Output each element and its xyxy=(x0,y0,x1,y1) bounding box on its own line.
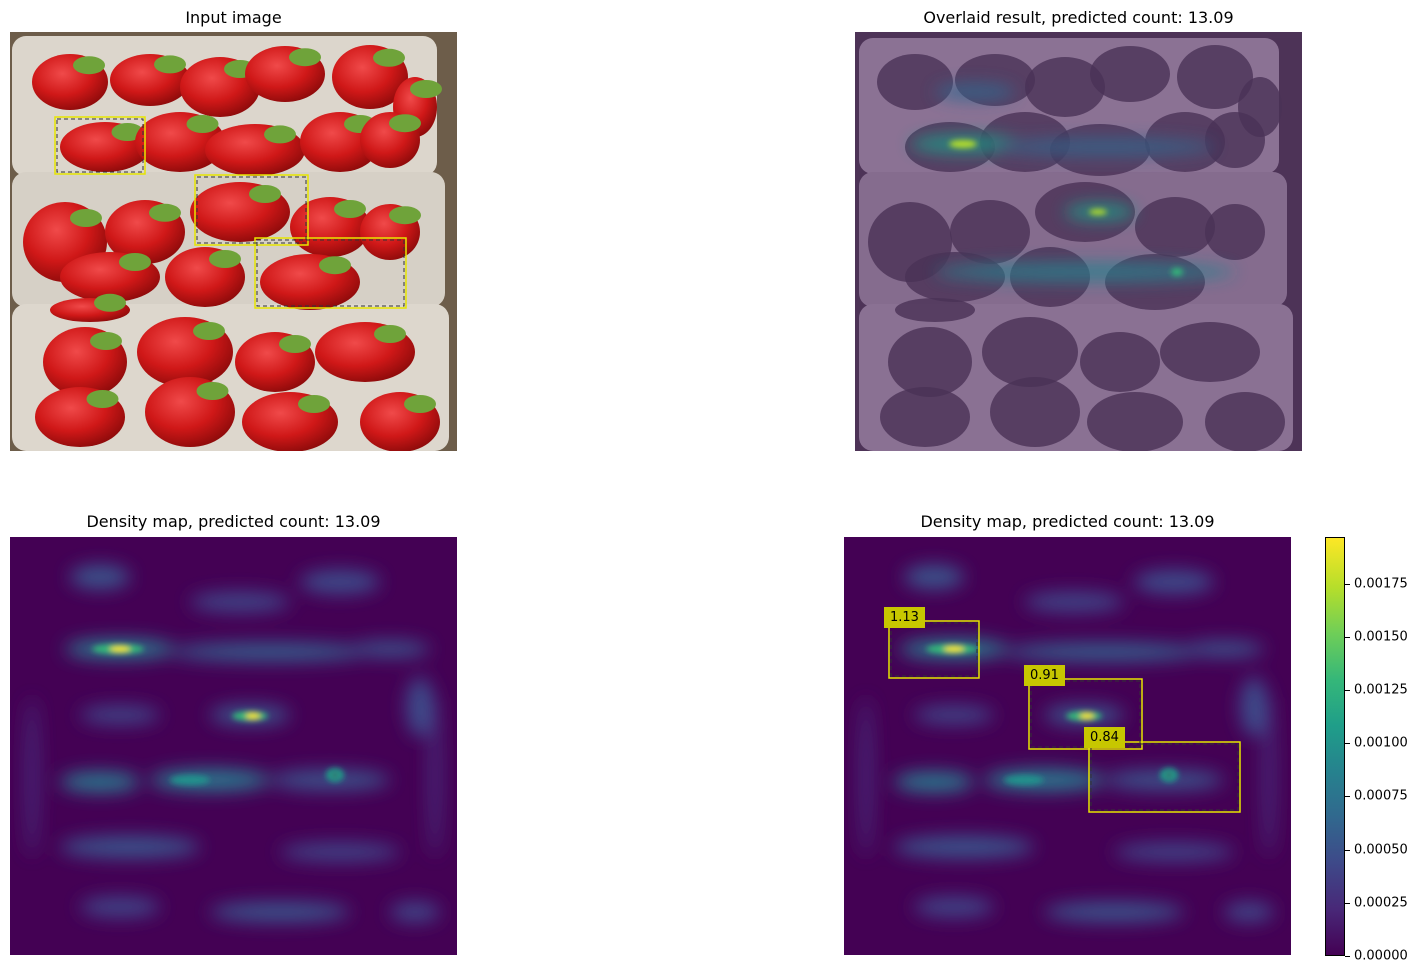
box-score-label: 0.84 xyxy=(1084,727,1125,748)
box-score-label: 1.13 xyxy=(884,607,925,628)
density-map-title-right: Density map, predicted count: 13.09 xyxy=(920,512,1215,531)
colorbar-tick xyxy=(1345,956,1350,957)
colorbar-tick xyxy=(1345,690,1350,691)
colorbar-tick xyxy=(1345,903,1350,904)
colorbar-tick xyxy=(1345,637,1350,638)
box-score-label: 0.91 xyxy=(1024,665,1065,686)
density-map-title-left: Density map, predicted count: 13.09 xyxy=(86,512,381,531)
input-image-title: Input image xyxy=(185,8,282,27)
density-map-right: 1.13 0.91 0.84 xyxy=(844,537,1291,955)
colorbar-tick xyxy=(1345,584,1350,585)
colorbar-tick xyxy=(1345,743,1350,744)
colorbar-tick-label: 0.00150 xyxy=(1354,629,1408,645)
colorbar-tick-label: 0.00100 xyxy=(1354,735,1408,751)
colorbar-tick-label: 0.00000 xyxy=(1354,948,1408,964)
overlay-image xyxy=(855,32,1302,451)
colorbar-tick-label: 0.00075 xyxy=(1354,788,1408,804)
overlay-title: Overlaid result, predicted count: 13.09 xyxy=(923,8,1234,27)
colorbar-tick-label: 0.00175 xyxy=(1354,576,1408,592)
colorbar-tick xyxy=(1345,796,1350,797)
overlay-strawberries xyxy=(868,45,1285,451)
density-map-left xyxy=(10,537,457,955)
colorbar-tick xyxy=(1345,850,1350,851)
colorbar-tick-label: 0.00050 xyxy=(1354,842,1408,858)
input-image xyxy=(10,32,457,451)
colorbar-tick-label: 0.00125 xyxy=(1354,682,1408,698)
colorbar xyxy=(1325,537,1345,956)
strawberries xyxy=(23,45,442,451)
colorbar-tick-label: 0.00025 xyxy=(1354,895,1408,911)
